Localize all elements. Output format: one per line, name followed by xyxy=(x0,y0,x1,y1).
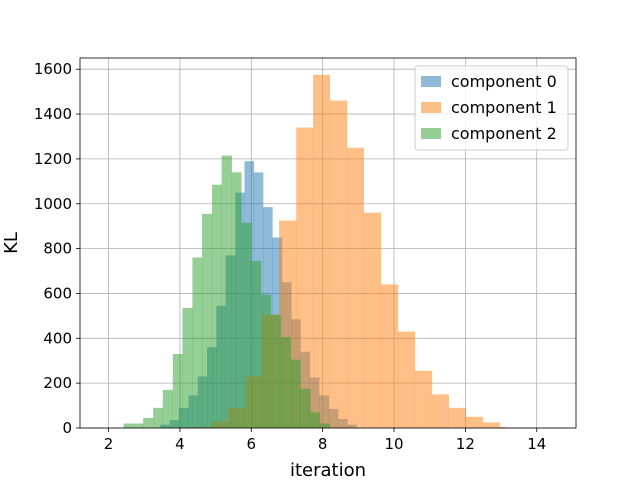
x-tick-label: 4 xyxy=(175,435,185,453)
histogram-bar xyxy=(143,417,154,428)
x-axis-ticks: 2 4 6 8 10 12 14 xyxy=(104,428,546,453)
legend-label: component 0 xyxy=(451,72,557,91)
x-tick-label: 10 xyxy=(384,435,403,453)
series-2-bars xyxy=(123,155,331,428)
histogram-bar xyxy=(380,284,399,428)
histogram-bar xyxy=(313,74,331,429)
legend-label: component 1 xyxy=(451,98,557,117)
x-axis-label: iteration xyxy=(290,460,366,480)
y-tick-label: 0 xyxy=(62,419,72,437)
legend-swatch xyxy=(421,76,441,87)
histogram-bar xyxy=(270,314,281,428)
histogram-bar xyxy=(192,257,203,428)
histogram-bar xyxy=(212,184,222,428)
legend: component 0 component 1 component 2 xyxy=(414,65,569,151)
y-tick-label: 400 xyxy=(43,329,72,347)
histogram-bar xyxy=(296,127,314,429)
histogram-bar xyxy=(251,260,262,428)
plot-frame xyxy=(79,57,577,429)
y-axis-ticks: 0 200 400 600 800 1000 1200 1400 1600 xyxy=(34,60,80,437)
y-tick-label: 600 xyxy=(43,284,72,302)
y-tick-label: 1000 xyxy=(34,195,72,213)
y-axis-label: KL xyxy=(1,232,22,254)
legend-swatch xyxy=(421,102,441,113)
y-tick-label: 1200 xyxy=(34,150,72,168)
histogram-bar xyxy=(241,222,252,428)
histogram-bar xyxy=(123,423,134,428)
y-tick-label: 200 xyxy=(43,374,72,392)
histogram-bar xyxy=(300,388,311,428)
histogram-bar xyxy=(499,426,507,428)
histogram-bar xyxy=(202,213,213,428)
x-tick-label: 8 xyxy=(318,435,328,453)
histogram-bar xyxy=(329,100,348,428)
x-tick-label: 14 xyxy=(527,435,546,453)
y-tick-label: 1600 xyxy=(34,60,72,78)
histogram-bar xyxy=(482,422,500,428)
y-tick-label: 1400 xyxy=(34,105,72,123)
x-tick-label: 2 xyxy=(104,435,114,453)
histogram-bar xyxy=(431,394,449,428)
legend-swatch xyxy=(421,128,441,139)
histogram-bar xyxy=(133,423,144,428)
histogram-bar xyxy=(414,370,433,428)
histogram-bar xyxy=(221,155,232,428)
histogram-bar xyxy=(346,147,364,429)
y-tick-label: 800 xyxy=(43,240,72,258)
histogram-bar xyxy=(172,354,183,428)
histogram-bar xyxy=(290,359,301,428)
legend-label: component 2 xyxy=(451,124,557,143)
histogram-bar xyxy=(280,337,291,428)
histogram-bar xyxy=(363,212,382,428)
x-tick-label: 12 xyxy=(456,435,475,453)
x-tick-label: 6 xyxy=(247,435,257,453)
histogram-bar xyxy=(260,294,272,428)
histogram-bar xyxy=(448,407,467,428)
histogram-bars xyxy=(123,74,507,429)
histogram-bar xyxy=(310,412,321,428)
histogram-bar xyxy=(397,331,416,428)
histogram-bar xyxy=(153,407,164,428)
histogram-bar xyxy=(182,308,193,428)
histogram-bar xyxy=(319,423,331,428)
histogram-bar xyxy=(465,416,483,428)
histogram-bar xyxy=(231,172,242,428)
legend-box xyxy=(414,65,569,151)
histogram-bar xyxy=(162,389,174,428)
